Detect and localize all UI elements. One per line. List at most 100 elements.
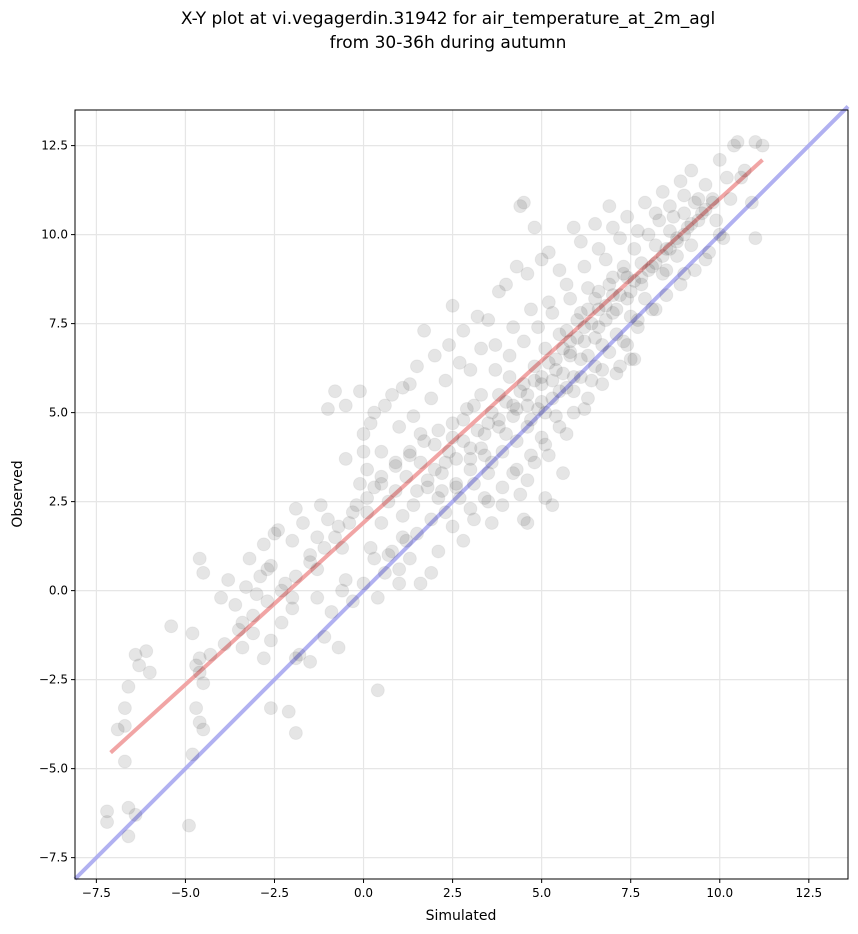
scatter-point — [385, 544, 400, 559]
scatter-point — [374, 444, 389, 459]
scatter-point — [605, 220, 620, 235]
scatter-point — [271, 523, 286, 538]
scatter-point — [477, 491, 492, 506]
scatter-point — [399, 469, 414, 484]
scatter-point — [242, 551, 257, 566]
scatter-point — [463, 362, 478, 377]
scatter-point — [367, 405, 382, 420]
scatter-point — [363, 416, 378, 431]
scatter-point — [185, 747, 200, 762]
scatter-point — [431, 423, 446, 438]
scatter-point — [413, 426, 428, 441]
scatter-point — [573, 305, 588, 320]
scatter-point — [395, 530, 410, 545]
scatter-point — [374, 469, 389, 484]
scatter-point — [523, 302, 538, 317]
scatter-point — [424, 391, 439, 406]
scatter-point — [709, 213, 724, 228]
scatter-point — [310, 590, 325, 605]
x-axis-ticks: −7.5 −5.0 −2.5 0.0 2.5 5.0 7.5 10.0 12.5 — [82, 879, 822, 900]
scatter-point — [402, 448, 417, 463]
plot-frame — [74, 109, 849, 880]
scatter-point — [295, 515, 310, 530]
y-tick-label: −2.5 — [39, 673, 68, 687]
scatter-point — [196, 676, 211, 691]
scatter-point — [552, 263, 567, 278]
scatter-point — [595, 377, 610, 392]
scatter-point — [164, 619, 179, 634]
scatter-point — [392, 419, 407, 434]
scatter-point — [730, 135, 745, 150]
scatter-point — [491, 412, 506, 427]
scatter-point — [580, 281, 595, 296]
scatter-point — [470, 423, 485, 438]
scatter-point — [691, 213, 706, 228]
scatter-point — [338, 572, 353, 587]
scatter-point — [648, 256, 663, 271]
scatter-point — [527, 373, 542, 388]
scatter-point — [445, 298, 460, 313]
scatter-point — [427, 437, 442, 452]
scatter-point — [609, 302, 624, 317]
scatter-point — [484, 515, 499, 530]
scatter-point — [538, 341, 553, 356]
scatter-point — [320, 402, 335, 417]
scatter-point — [499, 277, 514, 292]
scatter-point — [192, 551, 207, 566]
y-tick-label: −7.5 — [39, 851, 68, 865]
scatter-point — [356, 576, 371, 591]
scatter-point — [409, 526, 424, 541]
scatter-point — [484, 405, 499, 420]
scatter-point — [573, 352, 588, 367]
scatter-point — [427, 348, 442, 363]
scatter-point — [491, 284, 506, 299]
x-tick-label: −7.5 — [82, 886, 111, 900]
scatter-point — [117, 718, 132, 733]
scatter-point — [392, 562, 407, 577]
scatter-point — [185, 626, 200, 641]
scatter-point — [563, 291, 578, 306]
scatter-point — [563, 345, 578, 360]
scatter-point — [520, 266, 535, 281]
scatter-point — [534, 252, 549, 267]
scatter-point — [502, 348, 517, 363]
scatter-point — [670, 231, 685, 246]
scatter-point — [516, 377, 531, 392]
scatter-point — [588, 216, 603, 231]
scatter-point — [577, 334, 592, 349]
scatter-point — [506, 398, 521, 413]
scatter-point — [613, 288, 628, 303]
scatter-point — [641, 263, 656, 278]
scatter-point — [356, 444, 371, 459]
scatter-point — [666, 209, 681, 224]
scatter-point — [566, 370, 581, 385]
regression-line — [109, 158, 764, 755]
scatter-point — [655, 266, 670, 281]
scatter-point — [121, 829, 136, 844]
scatter-point — [481, 494, 496, 509]
scatter-point — [310, 530, 325, 545]
scatter-point — [235, 615, 250, 630]
scatter-point — [680, 220, 695, 235]
y-tick-label: 10.0 — [41, 228, 68, 242]
scatter-point — [431, 491, 446, 506]
scatter-point — [256, 651, 271, 666]
scatter-point — [434, 483, 449, 498]
scatter-point — [687, 195, 702, 210]
y-tick-label: −5.0 — [39, 762, 68, 776]
scatter-point — [424, 565, 439, 580]
scatter-point — [303, 548, 318, 563]
scatter-point — [470, 309, 485, 324]
scatter-point — [452, 491, 467, 506]
scatter-point — [506, 466, 521, 481]
scatter-point — [637, 195, 652, 210]
scatter-point — [659, 241, 674, 256]
scatter-point — [420, 480, 435, 495]
scatter-point — [509, 462, 524, 477]
scatter-point — [509, 402, 524, 417]
identity-line — [73, 105, 850, 881]
scatter-point — [545, 305, 560, 320]
scatter-point — [538, 405, 553, 420]
scatter-point — [413, 576, 428, 591]
scatter-point — [459, 402, 474, 417]
